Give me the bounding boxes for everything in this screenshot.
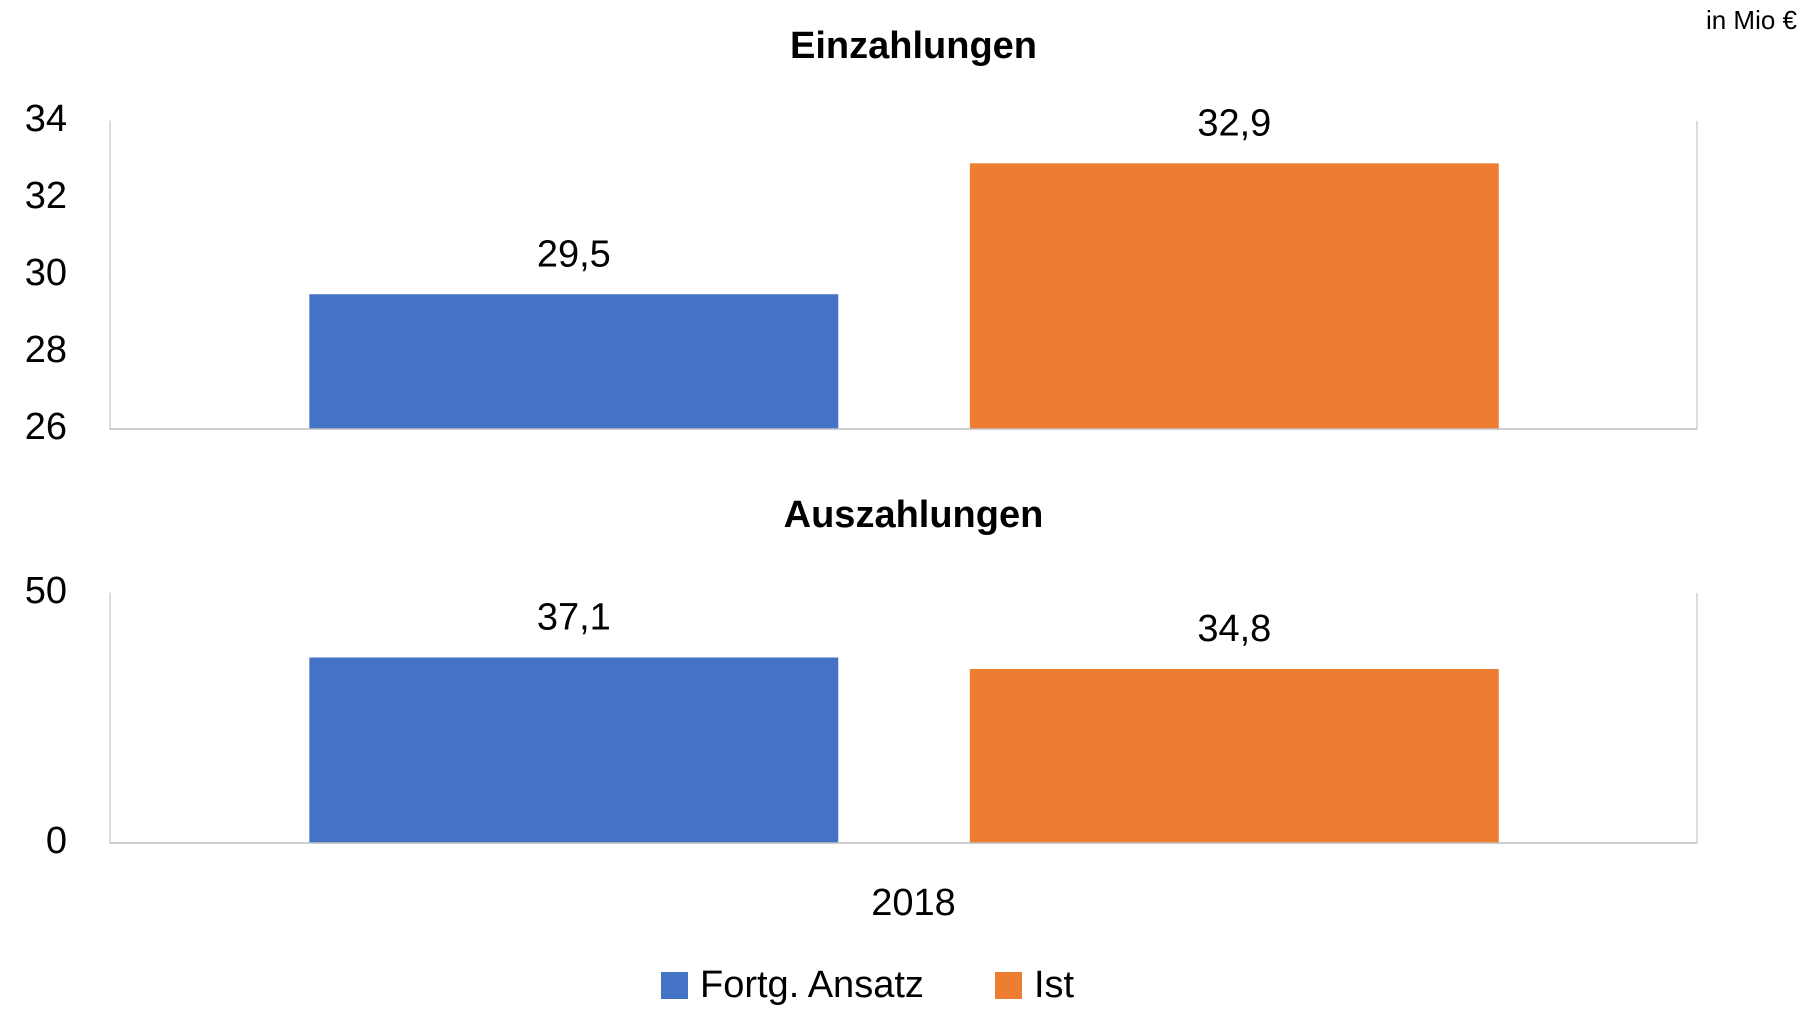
y-tick-label: 28	[25, 329, 67, 371]
bar	[309, 657, 839, 843]
bar	[969, 669, 1499, 843]
data-label: 37,1	[537, 597, 611, 639]
legend-label: Ist	[1034, 964, 1075, 1006]
y-tick-label: 32	[25, 175, 67, 217]
x-tick-label: 2018	[871, 882, 956, 924]
chart-title: Auszahlungen	[784, 494, 1044, 536]
legend-swatch	[661, 972, 688, 999]
y-tick-label: 34	[25, 98, 67, 140]
bar	[969, 163, 1499, 429]
unit-label: in Mio €	[1706, 5, 1798, 35]
chart-title: Einzahlungen	[790, 25, 1037, 67]
y-tick-label: 0	[46, 820, 67, 862]
legend-swatch	[995, 972, 1022, 999]
data-label: 32,9	[1197, 102, 1271, 144]
data-label: 34,8	[1197, 608, 1271, 650]
y-tick-label: 30	[25, 252, 67, 294]
legend-label: Fortg. Ansatz	[700, 964, 924, 1006]
y-tick-label: 26	[25, 406, 67, 448]
data-label: 29,5	[537, 233, 611, 275]
y-tick-label: 50	[25, 570, 67, 612]
bar	[309, 294, 839, 429]
